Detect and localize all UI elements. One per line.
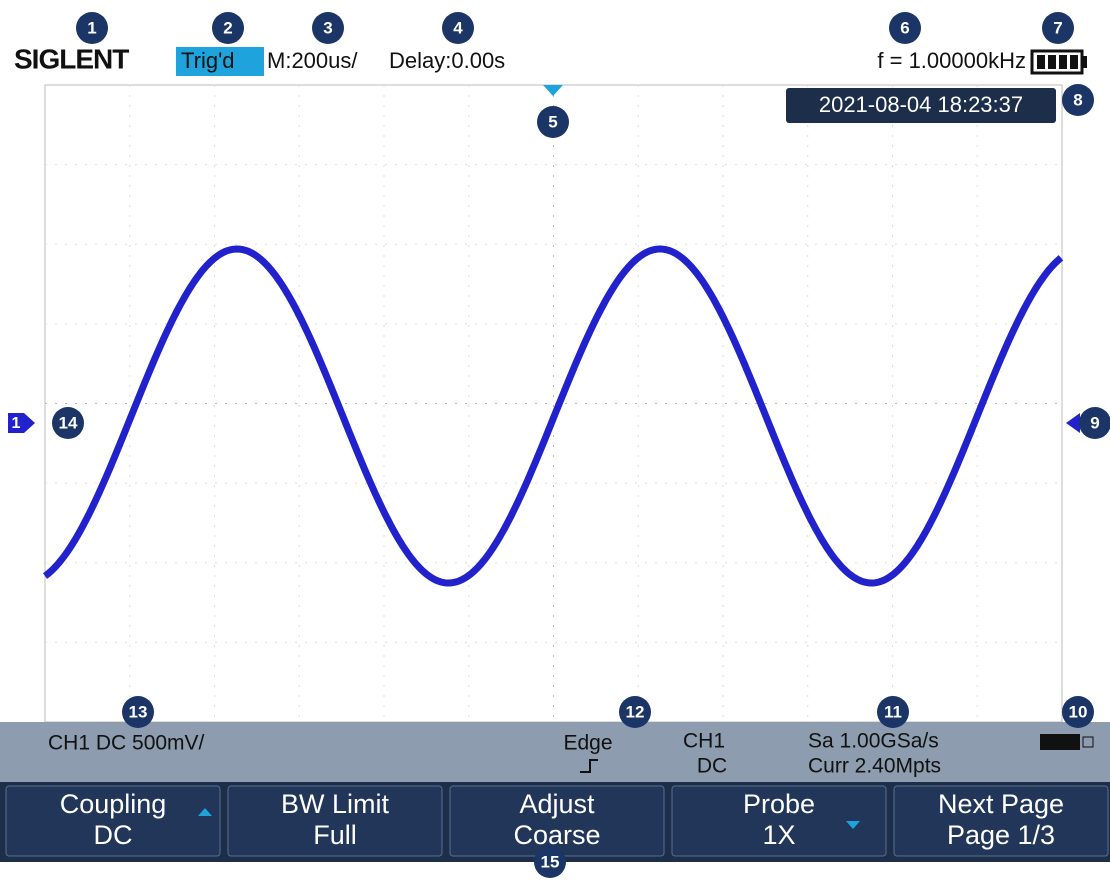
usb-icon: [1040, 734, 1094, 750]
menu-value: Page 1/3: [947, 820, 1055, 850]
callout-number: 7: [1053, 18, 1062, 37]
callout-number: 8: [1073, 90, 1082, 109]
down-arrow-icon: [846, 821, 860, 829]
menu-button[interactable]: [5, 785, 221, 857]
channel-marker: 1: [12, 415, 21, 432]
battery-icon: [1030, 49, 1087, 75]
brand: SIGLENT: [14, 43, 129, 74]
callout-badge: [1042, 12, 1074, 44]
menu-value: Full: [313, 820, 357, 850]
callout-badge: [619, 696, 651, 728]
menu-value: Coarse: [513, 820, 600, 850]
callout-number: 14: [59, 413, 78, 432]
menu-label: Probe: [743, 789, 815, 819]
menu-button[interactable]: [671, 785, 887, 857]
memory-depth: Curr 2.40Mpts: [808, 755, 941, 778]
menu-label: Next Page: [938, 789, 1064, 819]
callout-badge: [534, 846, 566, 878]
callout-number: 9: [1090, 413, 1099, 432]
frequency: f = 1.00000kHz: [877, 48, 1026, 73]
trigger-position-marker: [543, 85, 563, 96]
trigger-type: Edge: [563, 732, 612, 755]
datetime: 2021-08-04 18:23:37: [819, 92, 1023, 117]
channel-marker-arrow: [24, 413, 35, 433]
callout-number: 12: [626, 702, 645, 721]
callout-number: 4: [453, 18, 463, 37]
callout-badge: [442, 12, 474, 44]
channel-setting: CH1 DC 500mV/: [48, 732, 205, 755]
datetime-bg: [786, 88, 1056, 123]
callout-number: 3: [323, 18, 332, 37]
menu-label: Adjust: [519, 789, 595, 819]
callout-number: 1: [87, 18, 96, 37]
menu-value: DC: [94, 820, 133, 850]
menu-label: Coupling: [60, 789, 167, 819]
channel-marker-bg: [8, 413, 24, 433]
callout-badge: [537, 106, 569, 138]
callout-badge: [877, 696, 909, 728]
callout-number: 10: [1069, 702, 1088, 721]
up-arrow-icon: [198, 808, 212, 816]
trigger-source: CH1: [683, 730, 725, 753]
callout-badge: [312, 12, 344, 44]
callout-badge: [212, 12, 244, 44]
trigger-coupling: DC: [697, 755, 727, 778]
callout-badge: [76, 12, 108, 44]
menu-label: BW Limit: [281, 789, 389, 819]
callout-badge: [1062, 696, 1094, 728]
callout-badge: [122, 696, 154, 728]
grid: [45, 85, 1062, 722]
trigger-status: Trig'd: [181, 48, 235, 73]
trigger-status-bg: [176, 47, 264, 76]
callout-number: 5: [548, 112, 557, 131]
menu-value: 1X: [762, 820, 795, 850]
callout-badge: [889, 12, 921, 44]
callout-number: 11: [884, 702, 902, 721]
menu-button[interactable]: [227, 785, 443, 857]
callout-number: 2: [223, 18, 232, 37]
sample-rate: Sa 1.00GSa/s: [808, 730, 939, 753]
menu-button[interactable]: [893, 785, 1109, 857]
callout-number: 15: [541, 852, 560, 871]
callout-number: 13: [129, 702, 148, 721]
trigger-level-marker: [1066, 413, 1080, 433]
callout-badge: [1079, 407, 1110, 439]
callout-number: 6: [900, 18, 909, 37]
edge-icon: [580, 759, 598, 773]
timebase: M:200us/: [267, 48, 358, 73]
callout-badge: [1062, 84, 1094, 116]
status-bar: [0, 722, 1110, 782]
callout-badge: [52, 407, 84, 439]
waveform: [42, 245, 1064, 587]
delay: Delay:0.00s: [389, 48, 505, 73]
